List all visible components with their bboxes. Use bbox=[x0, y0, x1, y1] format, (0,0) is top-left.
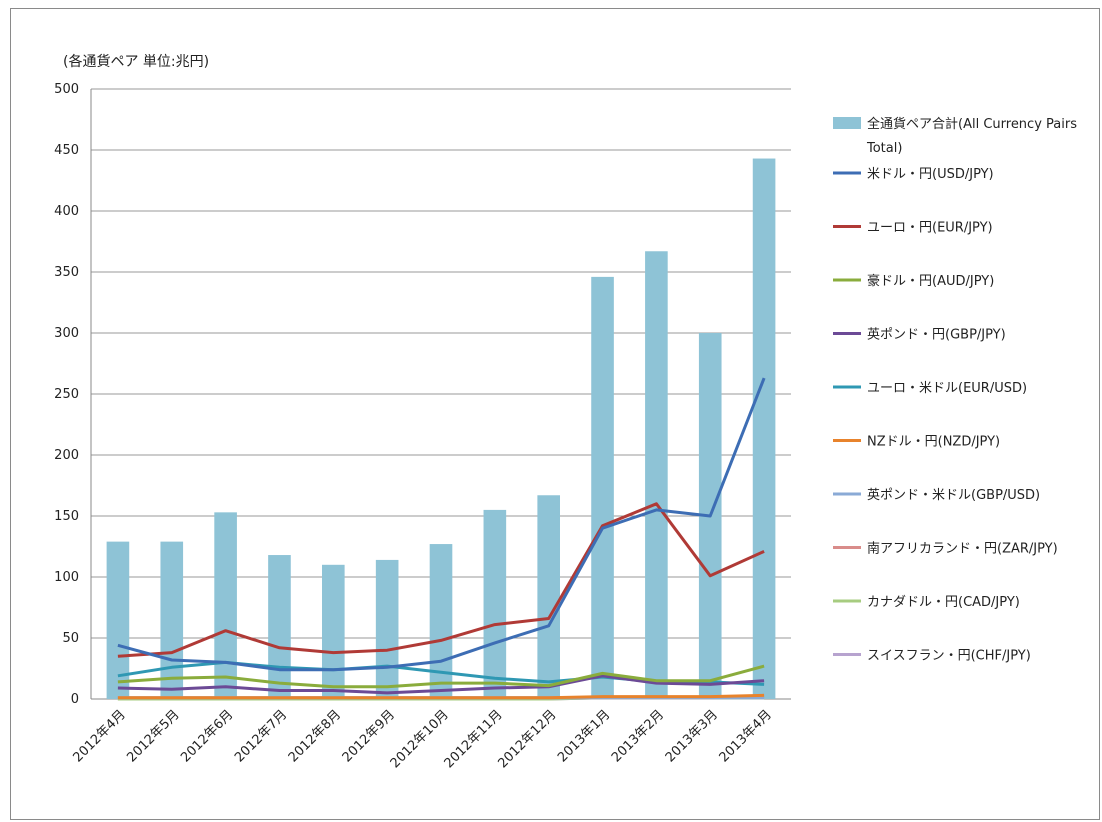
legend-label-bar: 全通貨ペア合計(All Currency Pairs bbox=[867, 116, 1077, 132]
bar bbox=[591, 276, 614, 699]
bar bbox=[106, 541, 130, 699]
x-tick-label: 2012年5月 bbox=[124, 707, 182, 765]
y-tick-label: 350 bbox=[54, 265, 79, 280]
line-3 bbox=[117, 674, 765, 695]
x-tick-label: 2013年1月 bbox=[555, 707, 613, 765]
y-tick-label: 450 bbox=[54, 143, 79, 158]
y-tick-label: 150 bbox=[54, 509, 79, 524]
y-tick-label: 0 bbox=[71, 692, 79, 707]
bar bbox=[375, 559, 399, 699]
legend-label: スイスフラン・円(CHF/JPY) bbox=[867, 649, 1031, 664]
bar bbox=[752, 158, 776, 700]
unit-label: (各通貨ペア 単位:兆円) bbox=[63, 54, 210, 70]
bar bbox=[160, 541, 184, 699]
legend-label: 豪ドル・円(AUD/JPY) bbox=[867, 273, 994, 289]
y-tick-label: 400 bbox=[54, 204, 79, 219]
legend-label: 英ポンド・米ドル(GBP/USD) bbox=[867, 488, 1040, 503]
y-axis: 0 50 100 150 200 250 300 350 400 450 500 bbox=[54, 82, 92, 707]
bar bbox=[645, 251, 668, 699]
bar bbox=[214, 512, 237, 699]
line-1 bbox=[117, 502, 765, 658]
y-tick-label: 250 bbox=[54, 387, 79, 402]
legend-swatch-bar bbox=[833, 117, 861, 129]
legend-label: ユーロ・円(EUR/JPY) bbox=[867, 221, 993, 236]
bar bbox=[322, 564, 345, 699]
x-tick-label: 2012年7月 bbox=[232, 707, 290, 765]
x-tick-label: 2013年3月 bbox=[663, 707, 721, 765]
legend-label: 英ポンド・円(GBP/JPY) bbox=[867, 328, 1006, 343]
line-2 bbox=[117, 664, 765, 689]
legend-label: 南アフリカランド・円(ZAR/JPY) bbox=[867, 541, 1058, 557]
x-axis: 2012年4月2012年5月2012年6月2012年7月2012年8月2012年… bbox=[71, 707, 775, 771]
bar-series bbox=[106, 158, 776, 700]
y-tick-label: 500 bbox=[54, 82, 79, 97]
x-tick-label: 2012年4月 bbox=[71, 707, 129, 765]
line-5 bbox=[117, 693, 765, 700]
bar bbox=[429, 544, 453, 699]
legend-label-bar: Total) bbox=[866, 141, 902, 156]
legend-label: カナダドル・円(CAD/JPY) bbox=[867, 595, 1020, 610]
x-tick-label: 2012年12月 bbox=[495, 707, 559, 771]
legend-label: 米ドル・円(USD/JPY) bbox=[867, 167, 994, 182]
y-tick-label: 200 bbox=[54, 448, 79, 463]
line-series bbox=[117, 377, 766, 701]
y-tick-label: 50 bbox=[62, 631, 79, 646]
y-tick-label: 300 bbox=[54, 326, 79, 341]
bar bbox=[537, 495, 560, 699]
legend-label: ユーロ・米ドル(EUR/USD) bbox=[867, 381, 1027, 396]
y-tick-label: 100 bbox=[54, 570, 79, 585]
x-tick-label: 2013年2月 bbox=[609, 707, 667, 765]
legend-label: NZドル・円(NZD/JPY) bbox=[867, 435, 1000, 450]
legend: 全通貨ペア合計(All Currency Pairs Total) 米ドル・円(US… bbox=[833, 116, 1077, 664]
bar bbox=[483, 509, 507, 699]
x-tick-label: 2012年6月 bbox=[178, 707, 236, 765]
x-tick-label: 2012年9月 bbox=[340, 707, 398, 765]
bar bbox=[268, 555, 291, 699]
x-tick-label: 2012年8月 bbox=[286, 707, 344, 765]
x-tick-label: 2013年4月 bbox=[717, 707, 775, 765]
line-0 bbox=[117, 377, 766, 672]
chart-frame: (各通貨ペア 単位:兆円) 0 50 100 150 200 250 300 350 400 45… bbox=[10, 8, 1100, 820]
